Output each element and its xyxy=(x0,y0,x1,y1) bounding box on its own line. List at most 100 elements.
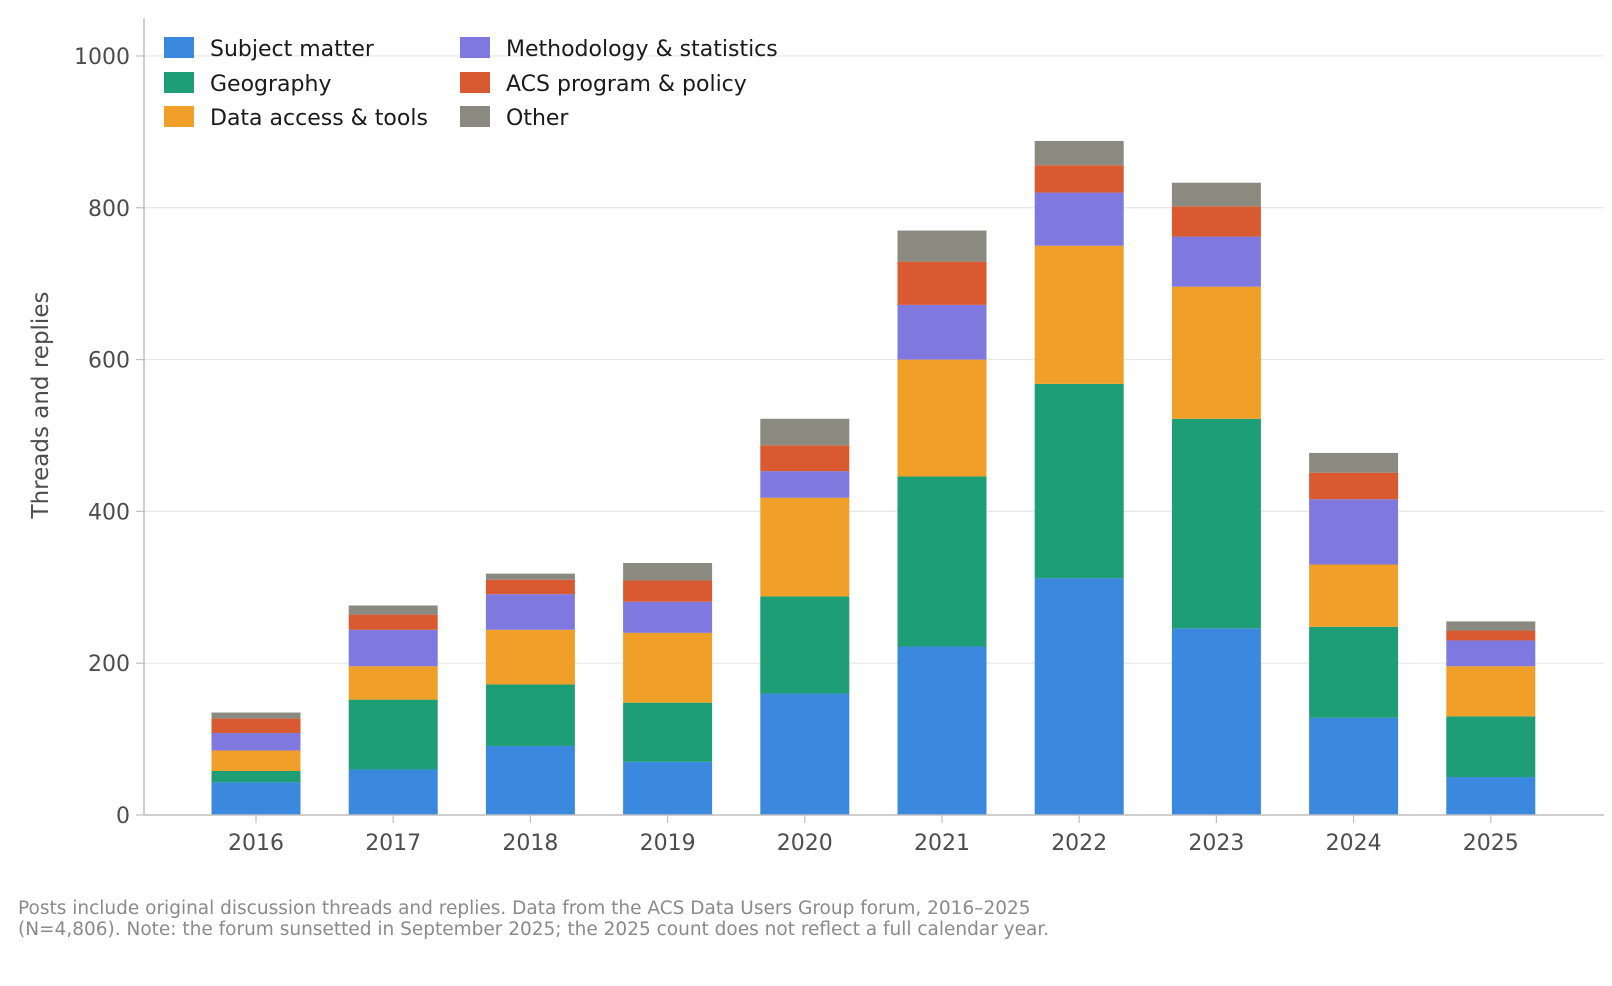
bar-segment xyxy=(760,418,850,446)
bar-segment xyxy=(1446,716,1536,778)
bar-segment xyxy=(897,476,987,647)
y-tick-label: 1000 xyxy=(74,45,130,70)
bar-segment xyxy=(485,579,575,595)
legend-label: Other xyxy=(506,106,569,131)
bar-segment xyxy=(623,562,713,581)
bar-segment xyxy=(623,632,713,703)
bar-segment xyxy=(1309,564,1399,627)
bar-segment xyxy=(1034,578,1124,815)
bar-stack-2017 xyxy=(348,605,438,815)
legend-item: Subject matter xyxy=(164,37,375,62)
bar-segment xyxy=(623,761,713,815)
bar-segment xyxy=(897,261,987,305)
x-tick-label: 2020 xyxy=(777,831,833,856)
legend-swatch xyxy=(164,106,194,127)
x-tick-label: 2018 xyxy=(502,831,558,856)
y-tick-label: 0 xyxy=(116,804,130,829)
bar-segment xyxy=(1034,245,1124,384)
bar-segment xyxy=(623,601,713,633)
bar-segment xyxy=(1309,626,1399,718)
bar-segment xyxy=(1446,640,1536,667)
bar-segment xyxy=(485,594,575,630)
y-tick-label: 800 xyxy=(88,197,130,222)
x-tick-label: 2019 xyxy=(640,831,696,856)
x-tick-label: 2023 xyxy=(1188,831,1244,856)
footnote-line-2: (N=4,806). Note: the forum sunsetted in … xyxy=(18,919,1050,940)
bar-segment xyxy=(211,770,301,783)
bar-stack-2025 xyxy=(1446,621,1536,815)
legend-item: Other xyxy=(460,106,569,131)
bar-segment xyxy=(760,471,850,498)
bar-stack-2021 xyxy=(897,230,987,815)
y-tick-label: 600 xyxy=(88,349,130,374)
bar-segment xyxy=(1034,140,1124,166)
legend-item: Data access & tools xyxy=(164,106,428,131)
axes: 0 200 400 600 800 1000 2016 2017 2018 2019 2020 202… xyxy=(74,18,1604,856)
legend-swatch xyxy=(460,72,490,93)
y-tick-label: 400 xyxy=(88,500,130,525)
bar-segment xyxy=(1171,206,1261,237)
bar-segment xyxy=(897,230,987,262)
bar-segment xyxy=(1171,418,1261,629)
bar-segment xyxy=(211,712,301,719)
bar-stack-2020 xyxy=(760,418,850,815)
bar-segment xyxy=(1034,165,1124,193)
x-tick-label: 2024 xyxy=(1326,831,1382,856)
bar-stack-2019 xyxy=(623,562,713,815)
bar-segment xyxy=(485,745,575,815)
legend-swatch xyxy=(164,37,194,58)
bar-segment xyxy=(485,684,575,746)
x-tick-label: 2016 xyxy=(228,831,284,856)
bar-segment xyxy=(1446,630,1536,641)
x-tick-label: 2017 xyxy=(365,831,421,856)
bar-segment xyxy=(348,629,438,667)
bar-segment xyxy=(485,629,575,685)
bar-segment xyxy=(1309,452,1399,473)
y-axis-title: Threads and replies xyxy=(28,292,54,520)
bar-segment xyxy=(897,646,987,815)
bar-segment xyxy=(897,304,987,360)
legend-item: Methodology & statistics xyxy=(460,37,778,62)
bar-segment xyxy=(623,702,713,762)
bar-segment xyxy=(1171,236,1261,287)
legend: Subject matter Geography Data access & too… xyxy=(164,37,778,131)
bar-stack-2023 xyxy=(1171,182,1261,815)
bar-segment xyxy=(1446,621,1536,631)
legend-swatch xyxy=(460,37,490,58)
legend-label: Data access & tools xyxy=(210,106,428,131)
bar-segment xyxy=(485,573,575,580)
bar-segment xyxy=(1171,628,1261,815)
bar-segment xyxy=(211,750,301,771)
legend-label: Geography xyxy=(210,72,331,97)
legend-item: Geography xyxy=(164,72,331,97)
bar-segment xyxy=(1309,472,1399,500)
legend-swatch xyxy=(460,106,490,127)
bar-segment xyxy=(211,782,301,815)
bar-segment xyxy=(1309,717,1399,815)
bar-stacks xyxy=(211,140,1536,815)
bar-segment xyxy=(760,497,850,597)
footnote-line-1: Posts include original discussion thread… xyxy=(18,898,1031,919)
bar-stack-2018 xyxy=(485,573,575,815)
x-tick-label: 2021 xyxy=(914,831,970,856)
bar-segment xyxy=(348,769,438,815)
legend-label: ACS program & policy xyxy=(506,72,747,97)
bar-segment xyxy=(1446,666,1536,717)
legend-item: ACS program & policy xyxy=(460,72,747,97)
y-tick-label: 200 xyxy=(88,652,130,677)
x-tick-label: 2025 xyxy=(1463,831,1519,856)
bar-segment xyxy=(897,359,987,477)
bar-segment xyxy=(348,605,438,615)
bar-segment xyxy=(1034,383,1124,579)
bar-segment xyxy=(1446,777,1536,815)
bar-segment xyxy=(1034,192,1124,246)
bar-segment xyxy=(1309,499,1399,565)
bar-stack-2022 xyxy=(1034,140,1124,815)
bar-stack-2016 xyxy=(211,712,301,815)
bar-segment xyxy=(623,580,713,602)
bar-segment xyxy=(1171,182,1261,207)
legend-label: Subject matter xyxy=(210,37,375,62)
bar-segment xyxy=(760,445,850,472)
bar-segment xyxy=(348,666,438,700)
